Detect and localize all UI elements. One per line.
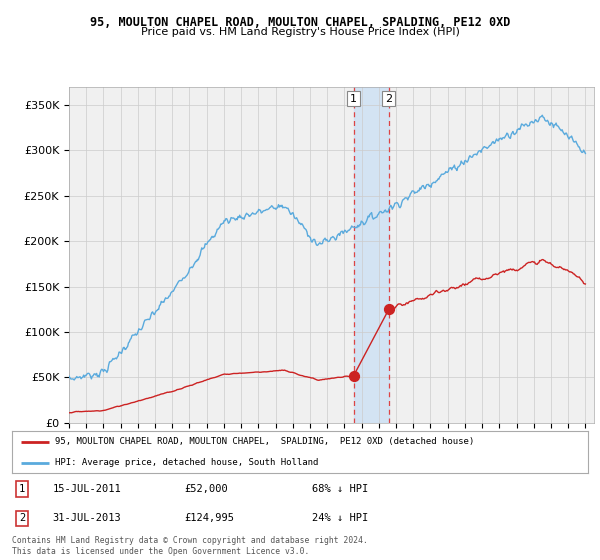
Text: 2: 2 — [19, 514, 25, 524]
Text: 95, MOULTON CHAPEL ROAD, MOULTON CHAPEL, SPALDING, PE12 0XD: 95, MOULTON CHAPEL ROAD, MOULTON CHAPEL,… — [90, 16, 510, 29]
Text: 15-JUL-2011: 15-JUL-2011 — [52, 484, 121, 494]
Text: £124,995: £124,995 — [185, 514, 235, 524]
Text: 31-JUL-2013: 31-JUL-2013 — [52, 514, 121, 524]
Point — [349, 371, 359, 380]
Text: 68% ↓ HPI: 68% ↓ HPI — [311, 484, 368, 494]
Text: 2: 2 — [385, 94, 392, 104]
Text: Price paid vs. HM Land Registry's House Price Index (HPI): Price paid vs. HM Land Registry's House … — [140, 27, 460, 37]
Text: Contains HM Land Registry data © Crown copyright and database right 2024.
This d: Contains HM Land Registry data © Crown c… — [12, 536, 368, 556]
Bar — [354, 87, 389, 423]
Text: 1: 1 — [19, 484, 25, 494]
Point — [384, 305, 394, 314]
Text: £52,000: £52,000 — [185, 484, 229, 494]
Text: 1: 1 — [350, 94, 357, 104]
Text: HPI: Average price, detached house, South Holland: HPI: Average price, detached house, Sout… — [55, 458, 319, 467]
Text: 95, MOULTON CHAPEL ROAD, MOULTON CHAPEL,  SPALDING,  PE12 0XD (detached house): 95, MOULTON CHAPEL ROAD, MOULTON CHAPEL,… — [55, 437, 475, 446]
Text: 24% ↓ HPI: 24% ↓ HPI — [311, 514, 368, 524]
